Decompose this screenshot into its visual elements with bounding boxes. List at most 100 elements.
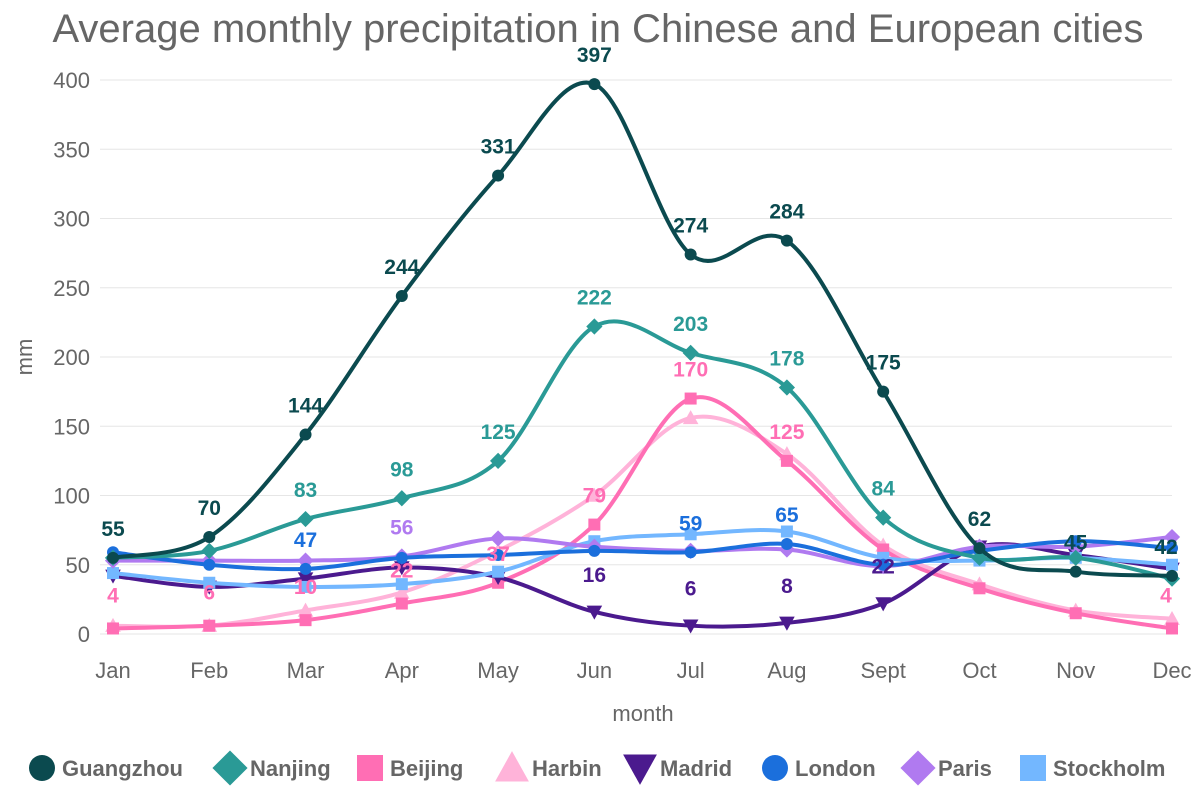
data-label: 22 (872, 556, 895, 579)
data-point (1069, 565, 1082, 578)
data-point (203, 619, 216, 632)
data-label: 222 (577, 287, 612, 310)
data-point (875, 509, 892, 526)
data-point (299, 580, 312, 593)
data-label: 178 (769, 347, 804, 370)
data-label: 274 (673, 215, 708, 238)
data-point (297, 510, 314, 528)
y-tick-label: 350 (53, 137, 90, 162)
legend-marker (1020, 755, 1046, 781)
data-label: 203 (673, 313, 708, 336)
y-axis: 0 50 100 150 200 250 300 350 400 (53, 68, 90, 647)
data-point (203, 576, 216, 589)
data-point (973, 582, 986, 595)
data-point (1164, 610, 1180, 626)
data-point (297, 602, 314, 617)
legend-item-stockholm[interactable]: Stockholm (1020, 755, 1165, 781)
x-tick-label: Sept (861, 658, 906, 683)
legend-label: Harbin (532, 756, 602, 781)
data-point (973, 542, 986, 555)
data-point (779, 616, 795, 631)
legend-label: Nanjing (250, 756, 331, 781)
legend-label: London (795, 756, 876, 781)
legend-label: Stockholm (1053, 756, 1165, 781)
data-label: 10 (294, 576, 317, 599)
legend-item-madrid[interactable]: Madrid (623, 754, 732, 785)
data-label: 8 (781, 575, 793, 598)
data-point (1166, 542, 1178, 555)
x-tick-label: Feb (190, 658, 228, 683)
data-label: 125 (481, 421, 516, 444)
data-point (492, 565, 505, 578)
data-point (1166, 558, 1178, 571)
y-tick-label: 400 (53, 68, 90, 93)
y-tick-label: 300 (53, 207, 90, 232)
data-point (875, 597, 891, 612)
legend-item-guangzhou[interactable]: Guangzhou (29, 755, 183, 781)
data-label: 37 (486, 543, 509, 566)
data-label: 65 (775, 504, 799, 527)
data-point (299, 562, 312, 575)
data-label: 22 (390, 560, 413, 583)
legend-marker (495, 751, 529, 782)
data-point (201, 542, 218, 559)
data-label: 4 (107, 584, 119, 607)
series-line (111, 539, 1174, 572)
y-tick-label: 150 (53, 414, 90, 439)
data-label: 47 (294, 529, 317, 552)
data-labels: 55 70 144 244 331 397 274 284 175 62 45 42 83 98 125 22… (101, 44, 1177, 607)
x-tick-label: May (477, 658, 519, 683)
data-point (588, 518, 601, 531)
x-tick-label: Jan (95, 658, 130, 683)
y-axis-label: mm (12, 339, 37, 376)
legend-item-paris[interactable]: Paris (900, 750, 992, 786)
data-label: 331 (481, 136, 516, 159)
data-point (684, 392, 697, 405)
x-tick-label: Jun (577, 658, 612, 683)
y-tick-label: 100 (53, 484, 90, 509)
legend-item-beijing[interactable]: Beijing (357, 755, 463, 781)
data-point (971, 549, 988, 566)
data-point (107, 567, 119, 580)
data-label: 284 (769, 201, 804, 224)
data-point (1069, 607, 1082, 620)
data-point (107, 551, 119, 564)
data-point (395, 597, 408, 610)
data-point (780, 454, 793, 467)
data-point (297, 572, 314, 587)
legend-marker (357, 755, 383, 781)
data-point (1166, 569, 1178, 582)
legend-label: Beijing (390, 756, 463, 781)
data-point (299, 614, 312, 627)
data-label: 42 (1154, 536, 1177, 559)
series-line (111, 535, 1174, 569)
legend-marker (900, 750, 936, 786)
data-point (588, 544, 601, 557)
x-axis: Jan Feb Mar Apr May Jun Jul Aug Sept Oct Nov Dec (95, 658, 1191, 683)
data-label: 79 (583, 485, 606, 508)
data-point (394, 561, 410, 576)
data-point (297, 552, 314, 569)
data-label: 170 (673, 359, 708, 382)
legend-label: Guangzhou (62, 756, 183, 781)
data-label: 6 (203, 582, 215, 605)
data-label: 56 (390, 516, 413, 539)
data-point (586, 318, 603, 335)
data-point (780, 525, 793, 538)
legend: Guangzhou Nanjing Beijing Harbin Madrid Londo… (29, 750, 1165, 786)
x-tick-label: Jul (677, 658, 705, 683)
legend-item-nanjing[interactable]: Nanjing (212, 750, 331, 786)
data-point (877, 385, 890, 398)
data-point (586, 487, 603, 502)
data-point (492, 549, 505, 562)
data-point (682, 344, 699, 361)
legend-item-london[interactable]: London (762, 755, 876, 781)
data-point (586, 605, 603, 620)
x-tick-label: Apr (385, 658, 419, 683)
data-point (489, 452, 507, 469)
y-tick-label: 50 (66, 553, 90, 578)
legend-item-harbin[interactable]: Harbin (495, 751, 602, 782)
series-line (111, 414, 1174, 629)
data-point (299, 428, 312, 441)
